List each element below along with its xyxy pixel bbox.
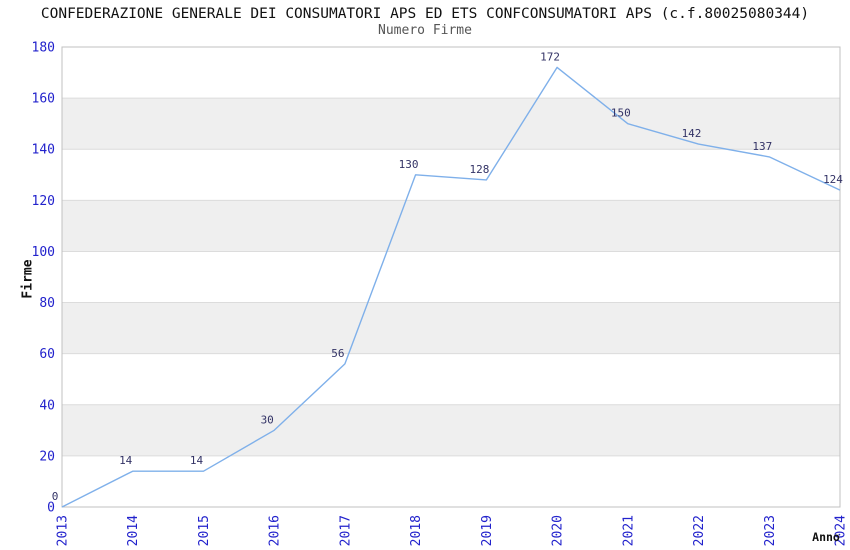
y-tick-label: 0	[47, 501, 55, 516]
data-point-label: 137	[752, 140, 772, 153]
y-tick-label: 100	[32, 245, 55, 260]
y-tick-label: 180	[32, 41, 55, 56]
x-tick-label: 2016	[268, 515, 283, 546]
chart-subtitle: Numero Firme	[378, 23, 472, 38]
data-point-label: 172	[540, 50, 560, 63]
data-point-label: 30	[261, 413, 274, 426]
y-axis-title: Firme	[20, 259, 36, 299]
x-tick-label: 2017	[338, 515, 353, 546]
data-point-label: 150	[611, 107, 631, 120]
data-point-label: 130	[399, 158, 419, 171]
plot-band	[62, 98, 840, 150]
x-tick-label: 2024	[834, 515, 849, 546]
y-tick-label: 60	[39, 347, 55, 362]
y-tick-label: 40	[39, 398, 55, 413]
data-point-label: 14	[119, 454, 133, 467]
y-tick-label: 80	[39, 296, 55, 311]
data-point-label: 14	[190, 454, 204, 467]
x-tick-label: 2015	[197, 515, 212, 546]
data-point-label: 0	[52, 490, 59, 503]
x-tick-label: 2023	[763, 515, 778, 546]
x-tick-label: 2018	[409, 515, 424, 546]
x-axis-title: Anno	[812, 530, 840, 544]
x-tick-label: 2013	[56, 515, 71, 546]
data-point-label: 56	[331, 347, 344, 360]
data-point-label: 124	[823, 173, 843, 186]
y-tick-label: 160	[32, 92, 55, 107]
x-tick-label: 2019	[480, 515, 495, 546]
plot-border	[61, 46, 841, 508]
y-tick-label: 140	[32, 143, 55, 158]
plot-band	[62, 404, 840, 456]
data-point-label: 128	[469, 163, 489, 176]
data-point-label: 142	[682, 127, 702, 140]
chart-title: CONFEDERAZIONE GENERALE DEI CONSUMATORI …	[40, 6, 810, 22]
x-tick-label: 2022	[692, 515, 707, 546]
x-tick-label: 2014	[126, 515, 141, 546]
x-tick-label: 2020	[551, 515, 566, 546]
plot-band	[62, 200, 840, 252]
plot-band	[62, 302, 840, 354]
data-line	[61, 66, 841, 508]
x-tick-label: 2021	[621, 515, 636, 546]
y-tick-label: 20	[39, 449, 55, 464]
y-tick-label: 120	[32, 194, 55, 209]
